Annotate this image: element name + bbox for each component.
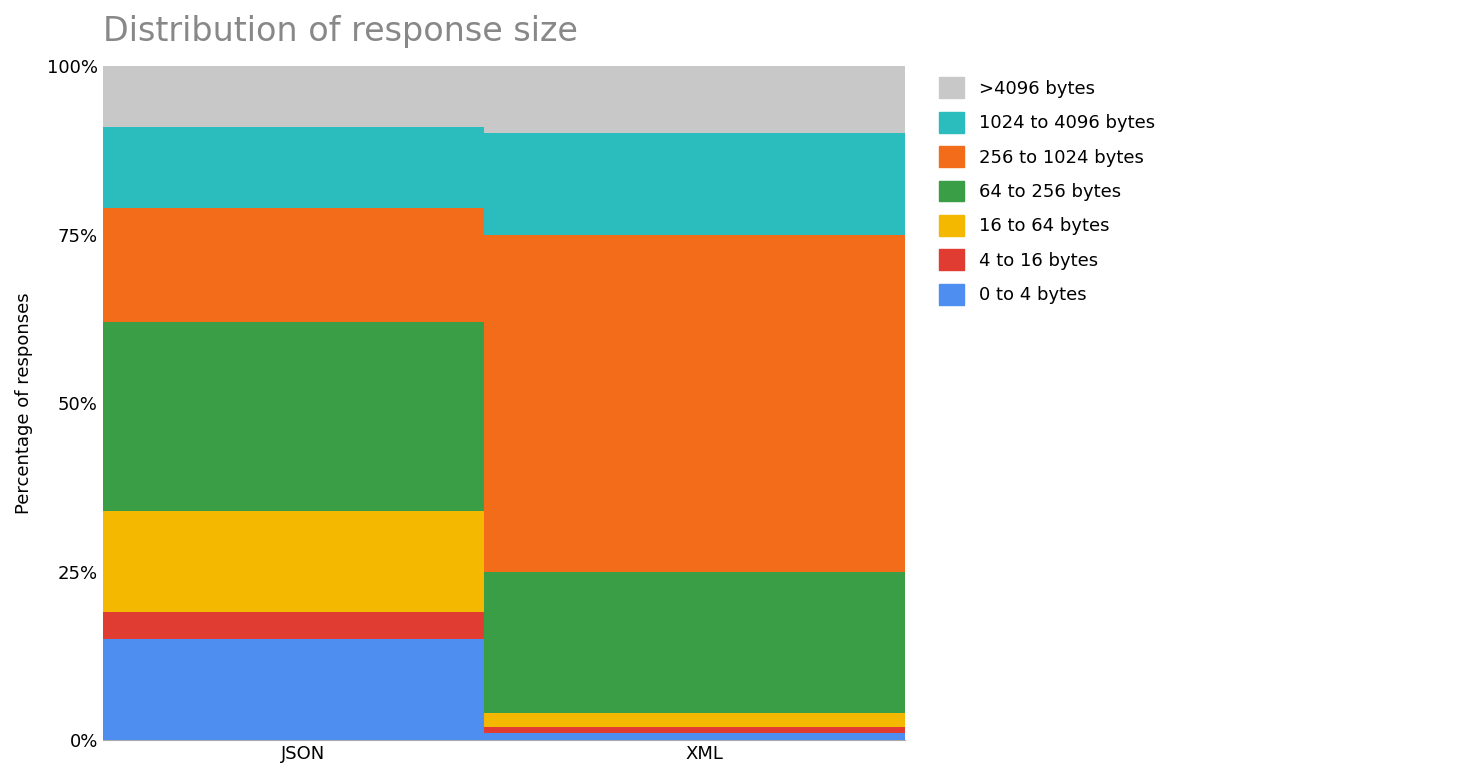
Bar	[483, 133, 925, 234]
Bar	[83, 511, 523, 612]
Bar	[483, 234, 925, 572]
Bar	[483, 572, 925, 713]
Bar	[483, 713, 925, 727]
Bar	[483, 734, 925, 740]
Text: Distribution of response size: Distribution of response size	[102, 15, 578, 48]
Bar	[483, 66, 925, 133]
Legend: >4096 bytes, 1024 to 4096 bytes, 256 to 1024 bytes, 64 to 256 bytes, 16 to 64 by: >4096 bytes, 1024 to 4096 bytes, 256 to …	[929, 68, 1163, 314]
Bar	[83, 322, 523, 511]
Bar	[483, 727, 925, 734]
Bar	[83, 639, 523, 740]
Bar	[83, 208, 523, 322]
Bar	[83, 612, 523, 639]
Bar	[83, 127, 523, 208]
Bar	[83, 66, 523, 127]
Y-axis label: Percentage of responses: Percentage of responses	[15, 293, 33, 514]
